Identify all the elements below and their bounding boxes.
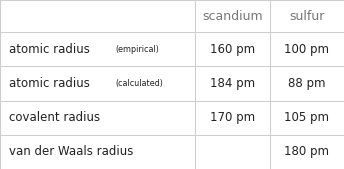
Text: 184 pm: 184 pm	[210, 77, 255, 90]
Text: (empirical): (empirical)	[116, 45, 160, 54]
Text: (calculated): (calculated)	[116, 79, 164, 88]
Text: 88 pm: 88 pm	[288, 77, 326, 90]
Text: 180 pm: 180 pm	[284, 145, 330, 158]
Text: 105 pm: 105 pm	[284, 111, 330, 124]
Text: 100 pm: 100 pm	[284, 43, 330, 56]
Text: scandium: scandium	[202, 10, 263, 22]
Text: atomic radius: atomic radius	[9, 77, 89, 90]
Text: 170 pm: 170 pm	[210, 111, 255, 124]
Text: covalent radius: covalent radius	[9, 111, 100, 124]
Text: sulfur: sulfur	[289, 10, 325, 22]
Text: atomic radius: atomic radius	[9, 43, 89, 56]
Text: van der Waals radius: van der Waals radius	[9, 145, 133, 158]
Text: 160 pm: 160 pm	[210, 43, 255, 56]
